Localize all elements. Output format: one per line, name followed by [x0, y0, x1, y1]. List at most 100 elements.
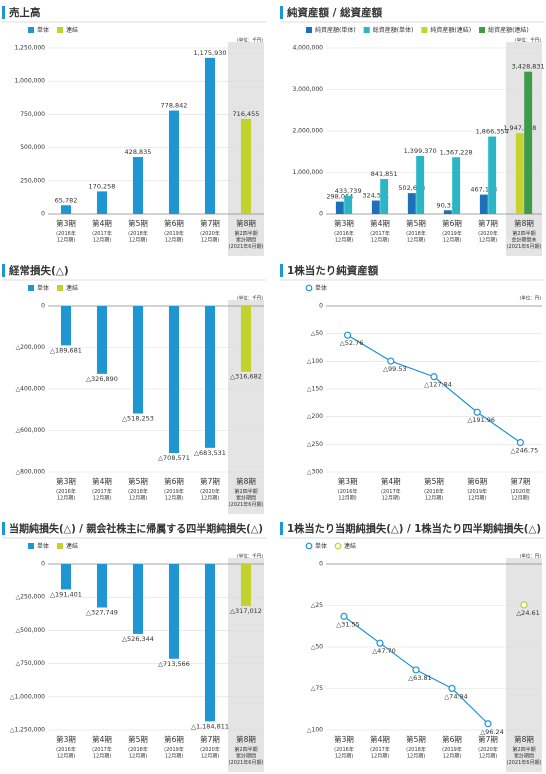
value-label: 502,673	[398, 184, 425, 192]
y-tick-label: 0	[41, 561, 45, 568]
x-tick-label: (2017年	[381, 488, 401, 495]
y-tick-label: 750,000	[20, 111, 45, 118]
y-tick-label: △150	[307, 386, 323, 393]
bar	[240, 306, 252, 372]
legend-label: 連結	[66, 26, 78, 34]
legend-label: 単体	[37, 284, 49, 292]
x-tick-label: 第3期	[338, 476, 358, 486]
y-tick-label: △600,000	[16, 427, 46, 434]
value-label: △24.61	[516, 609, 540, 617]
value-label: 65,782	[55, 196, 78, 204]
x-tick-label: (2018年	[128, 488, 148, 495]
bar	[240, 564, 252, 607]
legend-label: 単体	[315, 284, 327, 292]
legend-swatch	[479, 27, 486, 33]
x-tick-label: (2018年	[406, 746, 426, 753]
point	[376, 639, 384, 647]
point	[473, 408, 481, 416]
bar	[168, 110, 180, 214]
bar	[132, 564, 144, 634]
bar	[168, 564, 180, 659]
bar	[452, 157, 461, 214]
x-tick-label: 12月期)	[479, 238, 497, 244]
x-tick-label: (2020年	[200, 488, 220, 495]
legend-swatch	[306, 27, 312, 33]
bar	[96, 564, 108, 608]
value-label: △327,749	[86, 609, 118, 617]
x-tick-label: 12月期)	[129, 754, 147, 760]
value-label: 778,842	[161, 102, 188, 110]
legend-swatch	[363, 27, 370, 33]
chart-panel: 経常損失(△) 単体 連結 (単位：千円) 0 △200,000 △400,000 △600,…	[2, 264, 266, 514]
x-tick-label: (2016年	[56, 488, 76, 495]
x-tick-label: 第8期	[514, 218, 534, 228]
x-tick-label: 12月期)	[201, 496, 219, 502]
y-tick-label: 0	[319, 211, 323, 218]
value-label: △63.81	[408, 674, 432, 682]
legend-label: 総資産額(連結)	[488, 26, 529, 34]
title-marker	[280, 6, 283, 19]
x-tick-label: 第5期	[406, 734, 426, 744]
x-tick-label: 12月期)	[371, 754, 389, 760]
x-tick-label: 12月期)	[93, 238, 111, 244]
bar	[132, 306, 144, 414]
x-tick-label: 12月期)	[57, 754, 75, 760]
x-tick-label: (2020年	[511, 488, 531, 495]
value-label: △708,571	[158, 454, 190, 462]
x-tick-label: 第2四半期	[512, 230, 535, 237]
x-tick-label: (2021年6月期)	[507, 243, 542, 250]
legend-label: 連結	[344, 542, 356, 550]
bar	[371, 200, 380, 214]
chart-title: 売上高	[9, 6, 41, 19]
value-label: 324,511	[362, 192, 389, 200]
x-tick-label: 12月期)	[371, 238, 389, 244]
x-tick-label: 第8期	[236, 476, 256, 486]
x-tick-label: (2019年	[467, 488, 487, 495]
y-tick-label: △25	[311, 602, 323, 609]
legend-label: 純資産額(連結)	[430, 26, 471, 34]
x-tick-label: 第4期	[92, 476, 112, 486]
y-tick-label: △250	[307, 441, 323, 448]
unit-label: (単位：千円)	[515, 37, 541, 44]
title-marker	[2, 264, 5, 277]
legend-label: 総資産額(単体)	[373, 26, 414, 34]
period-shade	[506, 42, 542, 256]
y-tick-label: △300	[307, 469, 323, 476]
x-tick-label: 12月期)	[201, 754, 219, 760]
value-label: △99.53	[383, 365, 407, 373]
x-tick-label: 第3期	[56, 218, 76, 228]
chart-title: 当期純損失(△) / 親会社株主に帰属する四半期純損失(△)	[9, 522, 263, 535]
bar	[335, 201, 344, 214]
legend-swatch	[28, 285, 34, 291]
value-label: 841,851	[371, 170, 398, 178]
value-label: △189,681	[50, 346, 82, 354]
value-label: △74.94	[444, 692, 468, 700]
y-tick-label: 1,000,000	[14, 78, 45, 85]
x-tick-label: 第2四半期	[234, 746, 257, 753]
legend-swatch	[305, 542, 313, 550]
x-tick-label: 累計期間	[236, 495, 256, 502]
x-tick-label: 12月期)	[407, 754, 425, 760]
value-label: △518,253	[122, 415, 154, 423]
legend-swatch	[57, 543, 64, 549]
chart-panel: 当期純損失(△) / 親会社株主に帰属する四半期純損失(△) 単体 連結 (単位：千円…	[2, 522, 266, 772]
x-tick-label: (2021年6月期)	[507, 759, 542, 766]
bar	[488, 136, 497, 214]
x-tick-label: 累計期間	[236, 753, 256, 760]
value-label: 170,258	[89, 182, 116, 190]
value-label: △191.96	[467, 416, 495, 424]
bar	[240, 118, 252, 214]
y-tick-label: 1,000,000	[292, 169, 323, 176]
y-tick-label: △75	[311, 685, 323, 692]
x-tick-label: 第2四半期	[234, 230, 257, 237]
bar	[204, 57, 216, 215]
x-tick-label: 会計期間末	[511, 237, 536, 244]
point	[412, 666, 420, 674]
x-tick-label: 12月期)	[165, 238, 183, 244]
x-tick-label: 12月期)	[511, 496, 529, 502]
x-tick-label: (2019年	[164, 746, 184, 753]
point	[448, 684, 456, 693]
value-label: 3,428,831	[512, 63, 545, 71]
legend-label: 単体	[37, 26, 49, 34]
unit-label: (単位：千円)	[237, 37, 263, 44]
